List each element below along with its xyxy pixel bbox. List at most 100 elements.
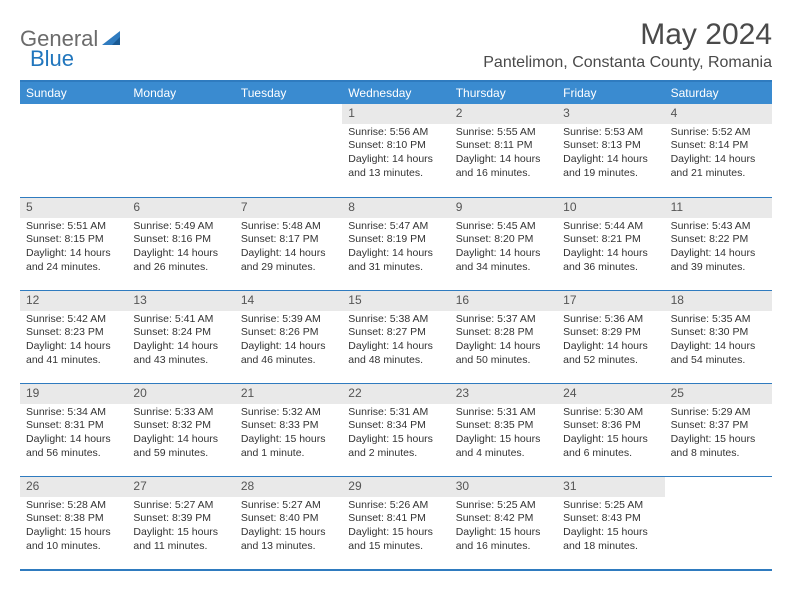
day-line: and 13 minutes.	[348, 167, 443, 181]
day-line: Sunrise: 5:47 AM	[348, 220, 443, 234]
day-cell	[127, 104, 234, 197]
day-line: and 36 minutes.	[563, 261, 658, 275]
week-row: 1Sunrise: 5:56 AMSunset: 8:10 PMDaylight…	[20, 104, 772, 197]
day-line: Sunset: 8:11 PM	[456, 139, 551, 153]
day-number: 21	[235, 384, 342, 404]
day-number: 15	[342, 291, 449, 311]
day-number: 27	[127, 477, 234, 497]
day-line: and 6 minutes.	[563, 447, 658, 461]
day-line: Sunset: 8:29 PM	[563, 326, 658, 340]
day-line: Sunset: 8:40 PM	[241, 512, 336, 526]
day-cell: 25Sunrise: 5:29 AMSunset: 8:37 PMDayligh…	[665, 384, 772, 476]
day-line: Sunrise: 5:29 AM	[671, 406, 766, 420]
day-number: 7	[235, 198, 342, 218]
day-line: Daylight: 15 hours	[348, 433, 443, 447]
day-line: Sunset: 8:16 PM	[133, 233, 228, 247]
day-line: Daylight: 14 hours	[671, 247, 766, 261]
day-line: Sunrise: 5:26 AM	[348, 499, 443, 513]
day-line: Sunrise: 5:27 AM	[133, 499, 228, 513]
day-number: 23	[450, 384, 557, 404]
day-line: Sunset: 8:43 PM	[563, 512, 658, 526]
day-line: Daylight: 15 hours	[456, 526, 551, 540]
weekday-mon: Monday	[127, 82, 234, 104]
day-line: Daylight: 14 hours	[26, 433, 121, 447]
day-line: and 19 minutes.	[563, 167, 658, 181]
day-line: and 31 minutes.	[348, 261, 443, 275]
location-text: Pantelimon, Constanta County, Romania	[483, 54, 772, 72]
day-body: Sunrise: 5:27 AMSunset: 8:39 PMDaylight:…	[127, 497, 234, 558]
day-line: and 4 minutes.	[456, 447, 551, 461]
day-line: Daylight: 14 hours	[348, 340, 443, 354]
day-line: and 50 minutes.	[456, 354, 551, 368]
day-line: Sunset: 8:42 PM	[456, 512, 551, 526]
day-cell: 27Sunrise: 5:27 AMSunset: 8:39 PMDayligh…	[127, 477, 234, 569]
day-number: 22	[342, 384, 449, 404]
day-cell: 29Sunrise: 5:26 AMSunset: 8:41 PMDayligh…	[342, 477, 449, 569]
day-number: 6	[127, 198, 234, 218]
day-body: Sunrise: 5:44 AMSunset: 8:21 PMDaylight:…	[557, 218, 664, 279]
day-line: Sunrise: 5:43 AM	[671, 220, 766, 234]
day-line: Sunrise: 5:36 AM	[563, 313, 658, 327]
day-cell: 7Sunrise: 5:48 AMSunset: 8:17 PMDaylight…	[235, 198, 342, 290]
day-body: Sunrise: 5:35 AMSunset: 8:30 PMDaylight:…	[665, 311, 772, 372]
day-line: and 54 minutes.	[671, 354, 766, 368]
day-cell: 30Sunrise: 5:25 AMSunset: 8:42 PMDayligh…	[450, 477, 557, 569]
day-line: Sunrise: 5:28 AM	[26, 499, 121, 513]
day-line: Sunrise: 5:27 AM	[241, 499, 336, 513]
day-line: Daylight: 15 hours	[563, 433, 658, 447]
day-line: and 52 minutes.	[563, 354, 658, 368]
day-line: Sunrise: 5:41 AM	[133, 313, 228, 327]
day-line: Sunset: 8:22 PM	[671, 233, 766, 247]
day-line: Sunrise: 5:25 AM	[563, 499, 658, 513]
day-line: and 59 minutes.	[133, 447, 228, 461]
day-line: Sunset: 8:35 PM	[456, 419, 551, 433]
day-body: Sunrise: 5:38 AMSunset: 8:27 PMDaylight:…	[342, 311, 449, 372]
day-cell: 2Sunrise: 5:55 AMSunset: 8:11 PMDaylight…	[450, 104, 557, 197]
day-body	[235, 124, 342, 130]
day-cell: 20Sunrise: 5:33 AMSunset: 8:32 PMDayligh…	[127, 384, 234, 476]
day-line: Sunrise: 5:30 AM	[563, 406, 658, 420]
day-line: Daylight: 14 hours	[348, 153, 443, 167]
day-cell: 19Sunrise: 5:34 AMSunset: 8:31 PMDayligh…	[20, 384, 127, 476]
day-number: 16	[450, 291, 557, 311]
weekday-tue: Tuesday	[235, 82, 342, 104]
day-number: 9	[450, 198, 557, 218]
day-line: and 13 minutes.	[241, 540, 336, 554]
day-line: Sunset: 8:17 PM	[241, 233, 336, 247]
day-line: and 15 minutes.	[348, 540, 443, 554]
day-cell: 14Sunrise: 5:39 AMSunset: 8:26 PMDayligh…	[235, 291, 342, 383]
day-body: Sunrise: 5:43 AMSunset: 8:22 PMDaylight:…	[665, 218, 772, 279]
day-cell: 15Sunrise: 5:38 AMSunset: 8:27 PMDayligh…	[342, 291, 449, 383]
day-number: 25	[665, 384, 772, 404]
day-cell: 6Sunrise: 5:49 AMSunset: 8:16 PMDaylight…	[127, 198, 234, 290]
day-number: 1	[342, 104, 449, 124]
day-number: 8	[342, 198, 449, 218]
day-line: Sunrise: 5:38 AM	[348, 313, 443, 327]
day-body: Sunrise: 5:28 AMSunset: 8:38 PMDaylight:…	[20, 497, 127, 558]
day-line: Daylight: 14 hours	[241, 340, 336, 354]
day-line: Daylight: 15 hours	[563, 526, 658, 540]
day-body: Sunrise: 5:47 AMSunset: 8:19 PMDaylight:…	[342, 218, 449, 279]
day-line: Sunset: 8:15 PM	[26, 233, 121, 247]
day-number: 10	[557, 198, 664, 218]
day-number: 30	[450, 477, 557, 497]
day-line: Sunset: 8:27 PM	[348, 326, 443, 340]
week-row: 19Sunrise: 5:34 AMSunset: 8:31 PMDayligh…	[20, 383, 772, 476]
day-body: Sunrise: 5:56 AMSunset: 8:10 PMDaylight:…	[342, 124, 449, 185]
day-line: Sunrise: 5:33 AM	[133, 406, 228, 420]
day-number: 24	[557, 384, 664, 404]
day-line: Sunrise: 5:51 AM	[26, 220, 121, 234]
day-line: Sunset: 8:23 PM	[26, 326, 121, 340]
day-number: 19	[20, 384, 127, 404]
day-number: 20	[127, 384, 234, 404]
day-line: Sunset: 8:37 PM	[671, 419, 766, 433]
day-line: and 8 minutes.	[671, 447, 766, 461]
day-body: Sunrise: 5:30 AMSunset: 8:36 PMDaylight:…	[557, 404, 664, 465]
day-line: Daylight: 15 hours	[348, 526, 443, 540]
week-row: 12Sunrise: 5:42 AMSunset: 8:23 PMDayligh…	[20, 290, 772, 383]
day-number: 26	[20, 477, 127, 497]
day-cell: 11Sunrise: 5:43 AMSunset: 8:22 PMDayligh…	[665, 198, 772, 290]
day-cell: 16Sunrise: 5:37 AMSunset: 8:28 PMDayligh…	[450, 291, 557, 383]
day-line: and 26 minutes.	[133, 261, 228, 275]
day-number: 28	[235, 477, 342, 497]
